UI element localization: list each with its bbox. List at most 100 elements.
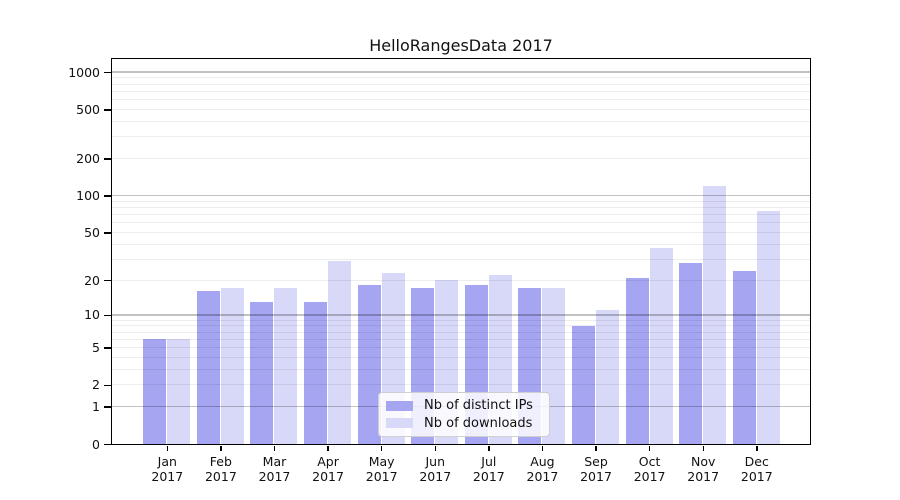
gridline-minor-600 — [111, 98, 810, 100]
gridline-minor-8 — [111, 325, 810, 327]
x-tick-label-may: May 2017 — [365, 454, 398, 484]
legend-swatch-distinct-ips — [386, 401, 413, 411]
y-tick-500 — [104, 109, 111, 111]
gridline-minor-5 — [111, 347, 810, 349]
gridline-minor-2 — [111, 384, 810, 386]
x-tick-label-dec: Dec 2017 — [740, 454, 773, 484]
x-tick-aug — [541, 446, 544, 451]
bar-sep-distinct-ips — [572, 325, 596, 444]
x-tick-label-feb: Feb 2017 — [204, 454, 237, 484]
bar-nov-downloads — [703, 185, 727, 444]
gridline-minor-70 — [111, 213, 810, 215]
bar-oct-distinct-ips — [625, 277, 649, 444]
legend-label-distinct-ips: Nb of distinct IPs — [424, 398, 533, 414]
y-tick-label-50: 50 — [84, 224, 100, 240]
x-tick-apr — [327, 446, 329, 451]
gridline-minor-40 — [111, 243, 810, 245]
gridline-minor-400 — [111, 120, 810, 122]
bar-feb-downloads — [220, 288, 244, 444]
gridline-minor-50 — [111, 231, 810, 233]
bar-sep-downloads — [596, 310, 620, 444]
legend: Nb of distinct IPs Nb of downloads — [378, 392, 550, 437]
x-tick-feb — [220, 446, 222, 451]
gridline-minor-60 — [111, 222, 810, 224]
y-tick-label-5: 5 — [92, 340, 100, 356]
gridline-major-10 — [111, 314, 810, 316]
legend-swatch-downloads — [386, 418, 413, 428]
x-tick-label-jun: Jun 2017 — [419, 454, 452, 484]
legend-item-downloads: Nb of downloads — [386, 416, 539, 431]
gridline-minor-800 — [111, 83, 810, 85]
x-tick-may — [380, 446, 383, 451]
x-tick-label-sep: Sep 2017 — [580, 454, 612, 484]
y-tick-5 — [104, 347, 111, 349]
y-tick-10 — [104, 314, 111, 317]
gridline-minor-30 — [111, 258, 810, 260]
gridline-minor-4 — [111, 356, 810, 358]
y-tick-1000 — [104, 71, 111, 74]
gridline-minor-90 — [111, 200, 810, 202]
x-tick-label-apr: Apr 2017 — [312, 454, 344, 484]
x-tick-nov — [702, 446, 704, 451]
y-tick-label-200: 200 — [76, 150, 100, 166]
gridline-minor-6 — [111, 338, 810, 340]
gridline-minor-9 — [111, 319, 810, 321]
y-tick-label-10: 10 — [84, 307, 100, 323]
bar-dec-distinct-ips — [732, 270, 756, 444]
bar-nov-distinct-ips — [679, 262, 703, 444]
gridline-minor-200 — [111, 157, 810, 159]
bar-oct-downloads — [649, 248, 673, 444]
gridline-minor-7 — [111, 331, 810, 333]
y-tick-label-20: 20 — [84, 272, 100, 288]
bar-jan-downloads — [167, 339, 191, 444]
gridline-minor-900 — [111, 77, 810, 79]
y-tick-20 — [104, 279, 111, 282]
y-tick-100 — [104, 195, 111, 197]
x-tick-mar — [273, 446, 276, 451]
x-tick-label-mar: Mar 2017 — [258, 454, 291, 484]
chart-title: HelloRangesData 2017 — [369, 36, 553, 55]
bar-mar-distinct-ips — [250, 301, 274, 444]
bar-mar-downloads — [274, 288, 298, 444]
gridline-minor-300 — [111, 136, 810, 138]
bars-layer — [112, 59, 810, 444]
y-tick-0 — [104, 443, 111, 446]
x-tick-jan — [166, 446, 169, 451]
x-tick-dec — [756, 446, 758, 451]
y-tick-200 — [104, 158, 111, 160]
x-tick-label-jan: Jan 2017 — [151, 454, 184, 484]
bar-apr-distinct-ips — [304, 301, 328, 444]
y-tick-label-100: 100 — [76, 188, 100, 203]
y-tick-label-1: 1 — [92, 399, 100, 415]
gridline-minor-80 — [111, 206, 810, 208]
bar-jan-distinct-ips — [143, 339, 167, 444]
y-tick-label-0: 0 — [92, 436, 100, 452]
y-tick-1 — [104, 406, 111, 408]
y-tick-label-500: 500 — [76, 101, 100, 117]
x-tick-label-nov: Nov 2017 — [687, 454, 720, 484]
x-tick-label-aug: Aug 2017 — [526, 454, 559, 484]
gridline-minor-700 — [111, 90, 810, 92]
x-tick-label-oct: Oct 2017 — [633, 454, 666, 484]
x-tick-jul — [488, 446, 490, 451]
bar-apr-downloads — [328, 260, 352, 444]
x-tick-jun — [434, 446, 437, 451]
y-tick-2 — [104, 384, 111, 387]
gridline-minor-500 — [111, 108, 810, 110]
gridline-minor-3 — [111, 368, 810, 370]
x-tick-label-jul: Jul 2017 — [472, 454, 505, 484]
y-tick-label-1000: 1000 — [68, 64, 100, 80]
bar-feb-distinct-ips — [196, 291, 220, 444]
y-tick-label-2: 2 — [92, 377, 100, 393]
legend-label-downloads: Nb of downloads — [424, 415, 533, 431]
gridline-major-100 — [111, 194, 810, 197]
x-tick-sep — [595, 446, 597, 451]
legend-item-distinct-ips: Nb of distinct IPs — [386, 398, 539, 413]
bar-dec-downloads — [756, 210, 780, 444]
gridline-layer — [111, 59, 810, 445]
x-tick-oct — [648, 446, 651, 451]
plot-area — [110, 57, 811, 445]
gridline-minor-20 — [111, 279, 810, 281]
gridline-major-1000 — [111, 71, 810, 73]
